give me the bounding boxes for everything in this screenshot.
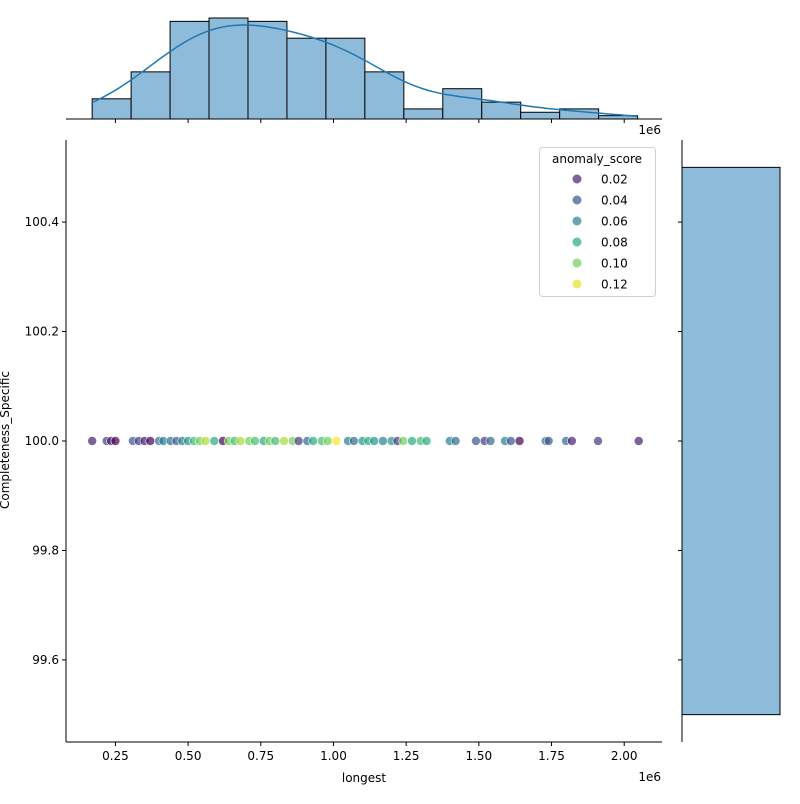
histogram-bar <box>247 20 288 120</box>
scatter-point <box>209 436 220 446</box>
scatter-plot-area: 0.25 0.50 0.75 1.00 1.25 1.50 1.75 2.00 99.6 99.8… <box>25 140 662 763</box>
scatter-point <box>567 436 577 446</box>
scatter-point <box>349 436 359 446</box>
histogram-bar <box>520 111 561 120</box>
scatter-point <box>270 436 281 446</box>
legend-marker <box>572 279 582 289</box>
legend: anomaly_score 0.02 0.04 0.06 0.08 0.10 0.12 <box>539 147 656 297</box>
scatter-point <box>421 436 432 446</box>
y-tick-label: 99.8 <box>32 543 59 557</box>
x-tick-label: 2.00 <box>611 749 638 763</box>
scatter-point <box>407 436 417 446</box>
scatter-point <box>308 436 318 446</box>
scatter-point <box>593 436 603 446</box>
legend-label: 0.02 <box>601 173 628 187</box>
scatter-point <box>322 436 333 446</box>
histogram-bar <box>681 166 781 716</box>
histogram-bar <box>325 37 366 120</box>
y-tick-label: 99.6 <box>32 653 59 667</box>
scatter-point <box>485 436 496 446</box>
scatter-point <box>471 436 481 446</box>
scatter-point <box>514 436 525 446</box>
scatter-point <box>543 436 554 446</box>
legend-marker <box>572 195 582 205</box>
x-tick-label: 0.50 <box>175 749 202 763</box>
y-tick-label: 100.2 <box>25 325 59 339</box>
scatter-point <box>145 436 156 446</box>
legend-label: 0.08 <box>601 236 628 250</box>
legend-marker <box>572 216 582 226</box>
legend-label: 0.12 <box>601 278 628 292</box>
legend-label: 0.06 <box>601 215 628 229</box>
histogram-bar <box>286 37 327 120</box>
kde-line <box>91 24 638 117</box>
scatter-point <box>506 436 516 446</box>
scatter-point <box>235 436 246 446</box>
scatter-point <box>450 436 461 446</box>
legend-label: 0.04 <box>601 194 628 208</box>
scatter-point <box>633 436 644 446</box>
histogram-bar <box>442 88 483 120</box>
x-tick-label: 1.50 <box>465 749 492 763</box>
x-axis-label: longest <box>342 771 387 785</box>
legend-marker <box>572 237 582 247</box>
legend-marker <box>572 258 582 268</box>
histogram-bar <box>130 71 171 120</box>
scatter-point <box>87 436 97 446</box>
legend-marker <box>572 174 582 184</box>
x-tick-label: 1.75 <box>538 749 565 763</box>
right-marginal-histogram <box>678 140 781 742</box>
scatter-point <box>378 436 388 446</box>
x-tick-label: 1.00 <box>320 749 347 763</box>
x-tick-label: 0.25 <box>102 749 129 763</box>
x-tick-label: 1.25 <box>393 749 420 763</box>
legend-title: anomaly_score <box>552 152 642 166</box>
x-tick-label: 0.75 <box>247 749 274 763</box>
x-offset-label: 1e6 <box>638 770 661 784</box>
scatter-point <box>293 436 304 446</box>
histogram-bar <box>208 17 249 120</box>
histogram-bar <box>169 20 210 120</box>
scatter-point <box>398 436 409 446</box>
y-axis-label: Completeness_Specific <box>0 371 12 509</box>
scatter-point <box>279 436 289 446</box>
legend-label: 0.10 <box>601 257 628 271</box>
top-marginal-histogram <box>66 17 662 123</box>
histogram-bar <box>91 98 132 120</box>
histogram-bar <box>403 108 444 120</box>
scatter-point <box>369 436 379 446</box>
scatter-point <box>200 436 211 446</box>
scatter-point <box>331 436 342 446</box>
scatter-point <box>110 436 121 446</box>
y-tick-label: 100.4 <box>25 215 59 229</box>
y-tick-label: 100.0 <box>25 434 59 448</box>
top-x-offset-label: 1e6 <box>638 123 661 137</box>
scatter-point <box>250 436 260 446</box>
